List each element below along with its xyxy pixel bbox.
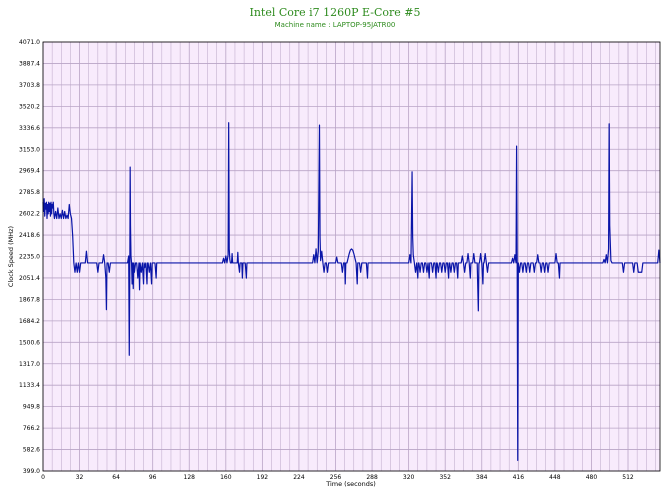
y-tick-label: 4071.0	[19, 39, 40, 46]
x-tick-label: 256	[330, 474, 342, 481]
x-axis-label: Time (seconds)	[325, 480, 376, 488]
x-tick-label: 320	[403, 474, 415, 481]
x-tick-label: 0	[41, 474, 45, 481]
x-tick-label: 224	[293, 474, 305, 481]
x-tick-label: 192	[257, 474, 269, 481]
chart-title: Intel Core i7 1260P E-Core #5	[249, 6, 420, 19]
y-tick-label: 2602.2	[19, 211, 40, 218]
x-tick-label: 160	[220, 474, 232, 481]
y-tick-label: 2418.6	[19, 232, 40, 239]
x-tick-label: 96	[149, 474, 157, 481]
x-axis-ticks: 0 32 64 96 128 160 192 224 256 288 320 352 384 416 448…	[41, 474, 634, 481]
y-tick-label: 1133.4	[19, 382, 40, 389]
y-axis-ticks: 399.0 582.6 766.2 949.8 1133.4 1317.0 1500.6 16…	[19, 39, 40, 475]
y-tick-label: 766.2	[23, 425, 40, 432]
x-tick-label: 384	[476, 474, 488, 481]
x-tick-label: 64	[112, 474, 120, 481]
chart-subtitle: Machine name : LAPTOP-95JATR00	[275, 21, 396, 29]
y-tick-label: 2235.0	[19, 254, 40, 261]
x-tick-label: 288	[366, 474, 378, 481]
y-tick-label: 2969.4	[19, 168, 40, 175]
y-tick-label: 3703.8	[19, 82, 40, 89]
x-tick-label: 32	[76, 474, 84, 481]
x-tick-label: 128	[184, 474, 196, 481]
plot-border	[42, 41, 661, 472]
x-tick-label: 448	[549, 474, 561, 481]
y-tick-label: 399.0	[23, 468, 40, 475]
grid	[42, 41, 660, 472]
y-tick-label: 582.6	[23, 447, 40, 454]
y-tick-label: 3887.4	[19, 60, 40, 67]
y-tick-label: 1317.0	[19, 361, 40, 368]
y-tick-label: 3520.2	[19, 103, 40, 110]
x-tick-label: 512	[622, 474, 634, 481]
y-tick-label: 3336.6	[19, 125, 40, 132]
x-tick-label: 416	[513, 474, 525, 481]
y-tick-label: 1500.6	[19, 339, 40, 346]
y-tick-label: 949.8	[23, 404, 40, 411]
x-tick-label: 352	[439, 474, 451, 481]
y-tick-label: 2785.8	[19, 189, 40, 196]
series-line-clock-speed	[42, 122, 661, 461]
y-tick-label: 1867.8	[19, 296, 40, 303]
y-axis-label: Clock Speed (MHz)	[7, 226, 15, 287]
x-tick-label: 480	[586, 474, 598, 481]
y-tick-label: 3153.0	[19, 146, 40, 153]
y-tick-label: 2051.4	[19, 275, 40, 282]
y-tick-label: 1684.2	[19, 318, 40, 325]
